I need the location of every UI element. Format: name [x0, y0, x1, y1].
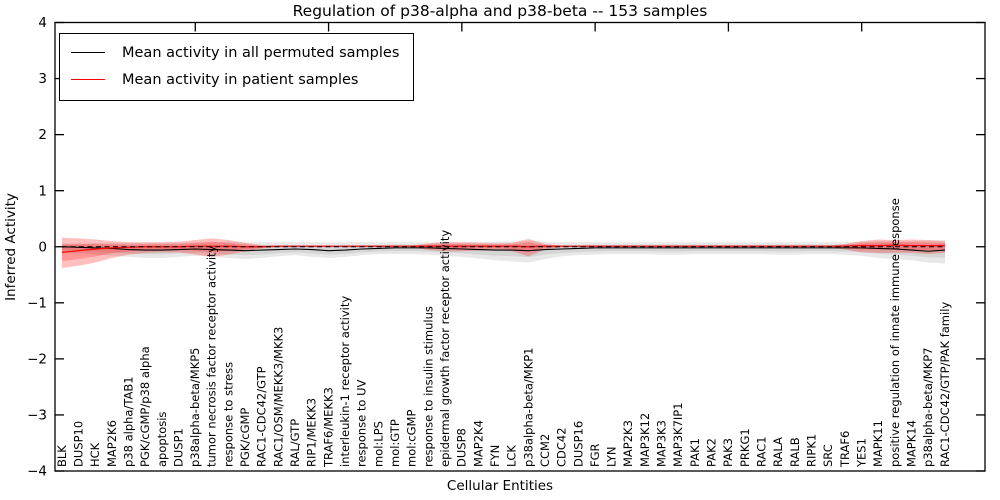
x-category-label: DUSP16	[571, 421, 585, 467]
x-category-label: RIPK1	[804, 434, 818, 467]
x-category-label: MAPK11	[871, 420, 885, 467]
x-category-label: FYN	[488, 445, 502, 467]
x-category-label: LCK	[505, 445, 519, 467]
x-category-label: p38alpha-beta/MKP1	[521, 348, 535, 467]
x-category-label: epidermal growth factor receptor activit…	[438, 230, 452, 467]
legend: Mean activity in all permuted samples Me…	[59, 33, 415, 101]
y-tick-label: −4	[27, 464, 47, 480]
x-category-label: RAC1-CDC42/GTP	[255, 366, 269, 467]
x-category-label: CDC42	[555, 427, 569, 467]
x-category-label: RAC1/OSM/MEKK3/MKK3	[271, 327, 285, 467]
x-category-label: MAP2K6	[105, 420, 119, 467]
x-category-label: TRAF6	[838, 431, 852, 468]
x-category-label: MAPK14	[904, 420, 918, 467]
patient-line-swatch	[71, 78, 105, 81]
x-category-label: RAC1-CDC42/GTP/PAK family	[938, 302, 952, 467]
x-axis-label: Cellular Entities	[446, 478, 554, 494]
y-tick-label: 0	[38, 239, 47, 255]
x-category-label: mol:cGMP	[405, 410, 419, 467]
x-category-label: apoptosis	[155, 412, 169, 467]
x-category-label: DUSP8	[455, 428, 469, 467]
x-category-label: FGR	[588, 443, 602, 467]
x-category-label: RAL/GTP	[288, 419, 302, 467]
y-tick-label: 4	[38, 15, 47, 31]
x-category-label: response to stress	[221, 362, 235, 467]
x-category-label: mol:LPS	[371, 421, 385, 467]
x-category-label: YES1	[854, 438, 868, 468]
x-category-label: response to insulin stimulus	[421, 306, 435, 467]
x-category-label: mol:GTP	[388, 419, 402, 467]
x-category-label: response to UV	[355, 379, 369, 467]
legend-entry-permuted: Mean activity in all permuted samples	[71, 39, 399, 66]
x-category-label: TRAF6/MEKK3	[321, 387, 335, 468]
y-tick-label: 2	[38, 127, 47, 143]
legend-entry-patient: Mean activity in patient samples	[71, 66, 399, 93]
x-category-label: MAP3K12	[638, 413, 652, 467]
x-category-label: PGK/cGMP/p38 alpha	[138, 346, 152, 467]
y-tick-label: 3	[38, 71, 47, 87]
chart-title: Regulation of p38-alpha and p38-beta -- …	[292, 2, 708, 20]
permuted-mean-line	[61, 246, 946, 252]
y-tick-label: −2	[27, 351, 47, 367]
y-tick-label: 1	[38, 183, 47, 199]
x-category-label: RAC1	[754, 436, 768, 467]
x-category-label: PGK/cGMP	[238, 408, 252, 467]
x-category-label: RALB	[788, 437, 802, 467]
x-category-label: PRKG1	[738, 428, 752, 467]
patient-band-outer	[62, 237, 945, 269]
x-category-label: BLK	[55, 445, 69, 467]
x-category-label: tumor necrosis factor receptor activity	[205, 245, 219, 467]
x-category-label: RALA	[771, 437, 785, 467]
x-category-label: PAK1	[688, 438, 702, 467]
y-axis-label: Inferred Activity	[3, 193, 19, 301]
y-tick-label: −3	[27, 408, 47, 424]
x-category-label: SRC	[821, 444, 835, 467]
x-category-label: interleukin-1 receptor activity	[338, 296, 352, 467]
x-category-label: p38alpha-beta/MKP7	[921, 348, 935, 467]
legend-label-patient: Mean activity in patient samples	[122, 71, 359, 88]
x-category-label: p38 alpha/TAB1	[121, 376, 135, 467]
x-category-label: MAP3K7IP1	[671, 402, 685, 467]
x-category-label: CCM2	[538, 434, 552, 467]
x-category-label: MAP2K4	[471, 420, 485, 467]
permuted-line-swatch	[71, 51, 105, 54]
x-category-label: PAK2	[704, 438, 718, 467]
x-category-label: PAK3	[721, 438, 735, 467]
x-category-label: MAP2K3	[621, 420, 635, 467]
legend-label-permuted: Mean activity in all permuted samples	[122, 44, 400, 61]
x-category-label: DUSP1	[171, 428, 185, 467]
x-category-label: HCK	[88, 442, 102, 467]
x-category-label: positive regulation of innate immune res…	[888, 198, 902, 467]
x-category-label: LYN	[605, 446, 619, 467]
patient-mean-line	[61, 244, 945, 253]
x-category-label: RIP1/MEKK3	[305, 398, 319, 467]
x-category-label: DUSP10	[71, 421, 85, 467]
y-tick-label: −1	[27, 295, 47, 311]
x-category-label: p38alpha-beta/MKP5	[188, 348, 202, 467]
x-category-label: MAP3K3	[655, 420, 669, 467]
